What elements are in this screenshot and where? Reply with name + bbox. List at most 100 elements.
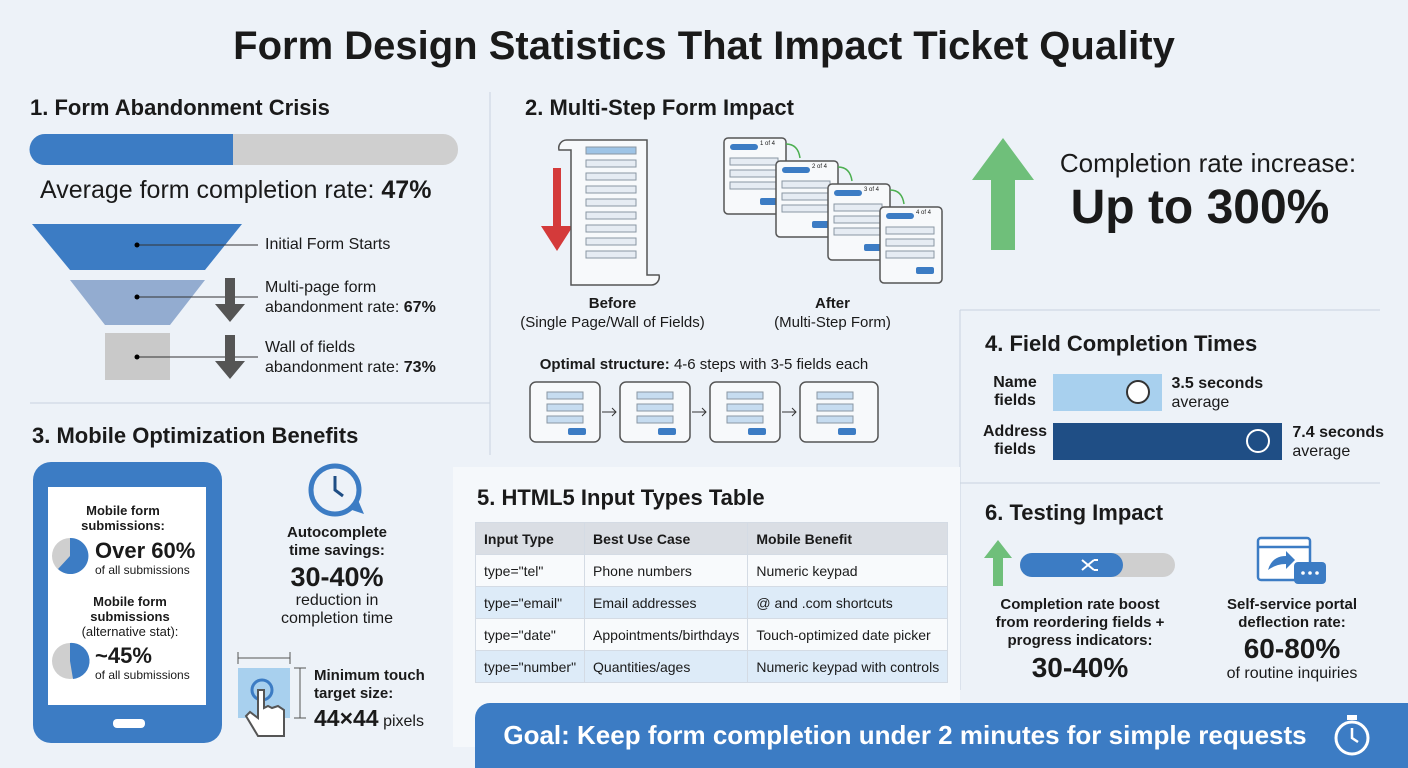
button [568, 428, 586, 435]
decoration [1347, 715, 1357, 720]
decoration [585, 211, 637, 220]
time-text: 3.5 seconds average [1172, 374, 1264, 412]
clock [1246, 429, 1271, 453]
touch-label: Minimum touch target size: [314, 667, 425, 702]
increase-label: Completion rate increase: [1059, 148, 1357, 178]
decoration [70, 280, 205, 325]
decoration [215, 278, 245, 322]
decoration [529, 381, 879, 443]
text: Multi-page form abandonment rate: [265, 279, 400, 316]
stat-label: Mobile form submissions: [81, 503, 165, 533]
after: After (Multi-Step Form) [740, 294, 925, 332]
clock [1125, 380, 1150, 404]
before: Before (Single Page/Wall of Fields) [500, 294, 725, 332]
boost-label: Completion rate boost from reordering fi… [995, 596, 1165, 649]
funnel-label: Initial Form Starts [265, 236, 391, 253]
step-box [529, 381, 601, 443]
decoration [541, 168, 573, 251]
field [636, 391, 674, 400]
column-header: Mobile Benefit [747, 522, 949, 555]
button [864, 244, 882, 251]
field [546, 415, 584, 424]
table-cell: Appointments/birthdays [584, 618, 749, 651]
field [729, 169, 779, 178]
boost-value: 30-40% [1031, 652, 1129, 683]
decoration [585, 159, 637, 168]
decoration [972, 138, 1034, 250]
button [838, 428, 856, 435]
field [816, 415, 854, 424]
stat-sub: of all submissions [95, 668, 190, 682]
label: Optimal structure: [539, 356, 670, 373]
field [726, 403, 764, 412]
decoration [475, 703, 1408, 768]
time-text: 7.4 seconds average [1292, 423, 1384, 461]
heading: 2. Multi-Step Form Impact [525, 95, 794, 120]
completion: Average form completion rate: 47% [40, 176, 431, 205]
field [781, 192, 831, 201]
input-types-table: Input Type Best Use Case Mobile Benefit typ… [474, 522, 949, 683]
value: 73% [403, 359, 436, 376]
heading: 5. HTML5 Input Types Table [477, 485, 765, 510]
decoration [585, 237, 637, 246]
decoration [1315, 571, 1319, 575]
field [546, 391, 584, 400]
decoration [29, 134, 233, 165]
value: 67% [403, 299, 436, 316]
decoration [585, 250, 637, 259]
table-cell: Quantities/ages [584, 650, 749, 683]
decoration [134, 354, 140, 360]
field [636, 403, 674, 412]
field [781, 180, 831, 189]
heading: 3. Mobile Optimization Benefits [32, 423, 359, 448]
step-label: 3 of 4 [864, 187, 880, 193]
label: Mobile form submissions [90, 594, 170, 624]
caption: (Single Page/Wall of Fields) [520, 314, 705, 331]
decoration [1350, 728, 1359, 744]
deflection-sub: of routine inquiries [1226, 665, 1358, 682]
stat-sub: of all submissions [95, 563, 190, 577]
step-box [709, 381, 781, 443]
table-row: type="email" Email addresses @ and .com sh… [474, 586, 949, 619]
column-header: Best Use Case [584, 522, 749, 555]
field [636, 415, 674, 424]
time-value: 7.4 [1292, 424, 1315, 441]
field [885, 226, 935, 235]
decoration [585, 185, 637, 194]
table-cell: type="tel" [474, 554, 586, 587]
table-row: type="date" Appointments/birthdays Touch-o… [474, 618, 949, 651]
heading: 1. Form Abandonment Crisis [30, 95, 330, 120]
decoration [585, 172, 637, 181]
stat-value: Over 60% [95, 538, 196, 563]
value: 44×44 [314, 705, 379, 731]
decoration [984, 540, 1012, 586]
title: Form Design Statistics That Impact Ticke… [233, 24, 1175, 68]
decoration [585, 224, 637, 233]
stat-value: ~45% [95, 643, 152, 668]
optimal: Optimal structure: 4-6 steps with 3-5 fi… [500, 356, 908, 373]
step-arrow [837, 166, 853, 182]
time-bar [1053, 423, 1283, 460]
table-cell: Phone numbers [584, 554, 749, 587]
decoration [215, 335, 245, 379]
table-cell: Touch-optimized date picker [747, 618, 949, 651]
decoration [352, 500, 364, 514]
time-unit: seconds [1198, 375, 1264, 392]
autocomplete-value: 30-40% [290, 562, 384, 592]
decoration [134, 242, 140, 248]
autocomplete-label: Autocomplete time savings: [286, 524, 387, 559]
arrow [602, 407, 617, 417]
goal: Goal: Keep form completion under 2 minut… [503, 720, 1307, 750]
decoration [585, 198, 637, 207]
field [726, 391, 764, 400]
caption: (Multi-Step Form) [774, 314, 891, 331]
title: After [814, 295, 850, 312]
decoration: Input Type Best Use Case Mobile Benefit [474, 522, 949, 555]
decoration [1268, 551, 1295, 570]
column-header: Input Type [474, 522, 586, 555]
deflection-value: 60-80% [1243, 633, 1341, 664]
step-progress [730, 144, 758, 150]
text: 4-6 steps with 3-5 fields each [673, 356, 869, 373]
